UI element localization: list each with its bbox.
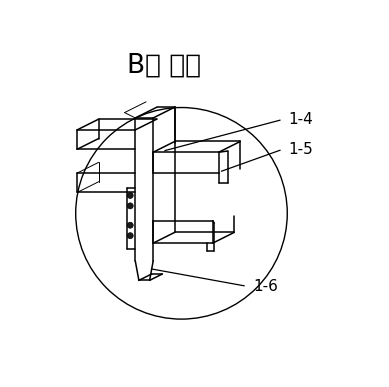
Text: 1-4: 1-4 — [289, 112, 314, 127]
Circle shape — [127, 233, 133, 239]
Circle shape — [127, 192, 133, 199]
Circle shape — [127, 222, 133, 228]
Text: B部 放大: B部 放大 — [126, 53, 201, 79]
Text: 1-6: 1-6 — [253, 279, 278, 294]
Circle shape — [127, 203, 133, 209]
Text: 1-5: 1-5 — [289, 142, 314, 157]
